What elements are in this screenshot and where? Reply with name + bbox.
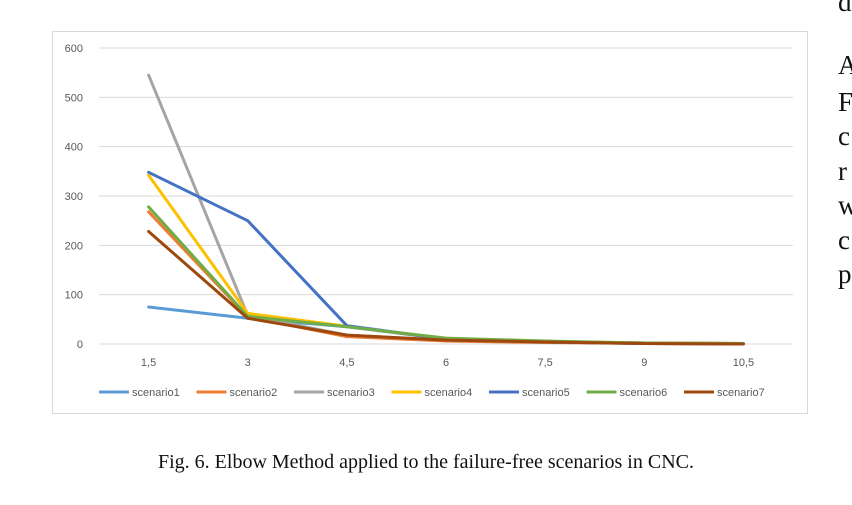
chart-frame: 0 100 200 300 400 500 600 1,5 3 4,5 6 7,5 9 10,5 sce…	[52, 31, 808, 414]
side-text-line: w	[838, 190, 852, 220]
x-tick-label: 4,5	[339, 357, 354, 369]
side-text-line: c	[838, 121, 850, 151]
gridlines	[99, 47, 793, 345]
x-axis-ticks: 1,5 3 4,5 6 7,5 9 10,5	[141, 357, 754, 369]
legend-label: scenario7	[717, 387, 765, 399]
series-line-scenario6	[147, 205, 745, 345]
legend-label: scenario5	[522, 387, 570, 399]
legend: scenario1 scenario2 scenario3 scenario4 scen…	[99, 387, 765, 399]
figure-caption: Fig. 6. Elbow Method applied to the fail…	[158, 451, 694, 473]
y-tick-label: 200	[65, 240, 83, 252]
series-lines	[147, 73, 745, 346]
side-text-fragment: d	[838, 0, 852, 17]
x-tick-label: 7,5	[537, 357, 552, 369]
y-tick-label: 300	[65, 191, 83, 203]
y-tick-label: 100	[65, 290, 83, 302]
x-tick-label: 6	[443, 357, 449, 369]
y-tick-label: 400	[65, 142, 83, 154]
legend-label: scenario1	[132, 387, 180, 399]
legend-label: scenario3	[327, 387, 375, 399]
side-text-line: p	[838, 259, 852, 289]
legend-label: scenario6	[620, 387, 668, 399]
side-text-line: r	[838, 156, 847, 186]
x-tick-label: 10,5	[733, 357, 754, 369]
y-tick-label: 0	[77, 339, 83, 351]
side-text-line: F	[838, 87, 852, 117]
y-tick-label: 500	[65, 92, 83, 104]
legend-label: scenario2	[230, 387, 278, 399]
x-tick-label: 9	[641, 357, 647, 369]
series-line-scenario3	[147, 73, 745, 345]
side-text-line: c	[838, 225, 850, 255]
x-tick-label: 1,5	[141, 357, 156, 369]
series-line-scenario2	[147, 210, 745, 346]
series-line-scenario7	[147, 230, 745, 346]
legend-label: scenario4	[425, 387, 473, 399]
side-text-line: A	[838, 50, 852, 80]
y-axis-ticks: 0 100 200 300 400 500 600	[65, 43, 83, 351]
y-tick-label: 600	[65, 43, 83, 55]
x-tick-label: 3	[245, 357, 251, 369]
line-chart: 0 100 200 300 400 500 600 1,5 3 4,5 6 7,5 9 10,5 sce…	[65, 43, 793, 399]
